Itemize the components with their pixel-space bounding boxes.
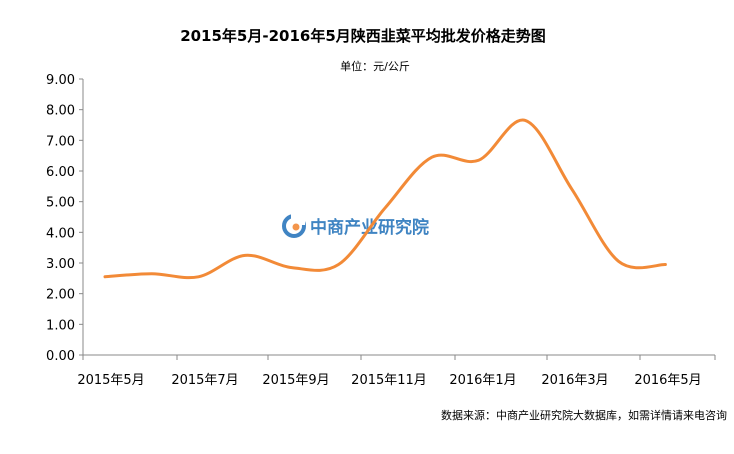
x-tick-label: 2016年3月	[541, 373, 608, 388]
watermark: 中商产业研究院	[282, 214, 429, 238]
y-tick-label: 6.00	[46, 165, 75, 180]
series-line	[103, 118, 667, 280]
y-tick-label: 3.00	[46, 257, 75, 272]
x-tick-label: 2015年5月	[77, 373, 144, 388]
y-tick-label: 9.00	[46, 73, 75, 88]
x-tick-label: 2015年9月	[262, 373, 329, 388]
data-source: 数据来源：中商产业研究院大数据库，如需详情请来电咨询	[441, 408, 727, 422]
y-tick-label: 1.00	[46, 318, 75, 333]
series-group	[103, 118, 667, 280]
x-axis: 2015年5月 2015年7月 2015年9月 2015年11月 2016年1月 2016…	[77, 354, 716, 388]
y-tick-label: 5.00	[46, 196, 75, 211]
x-tick-label: 2016年1月	[449, 373, 516, 388]
chart-title: 2015年5月-2016年5月陕西韭菜平均批发价格走势图	[180, 27, 546, 45]
y-axis: 0.00 1.00 2.00 3.00 4.00 5.00 6.00 7.00 8.00 9.00	[46, 73, 84, 364]
y-tick-label: 8.00	[46, 104, 75, 119]
y-tick-label: 0.00	[46, 349, 75, 364]
x-tick-label: 2015年7月	[171, 373, 238, 388]
x-tick-label: 2016年5月	[634, 373, 701, 388]
chart-unit: 单位：元/公斤	[340, 59, 410, 73]
y-tick-label: 7.00	[46, 134, 75, 149]
watermark-logo-icon	[282, 214, 306, 238]
x-tick-label: 2015年11月	[351, 373, 427, 388]
y-tick-label: 4.00	[46, 226, 75, 241]
y-tick-label: 2.00	[46, 288, 75, 303]
